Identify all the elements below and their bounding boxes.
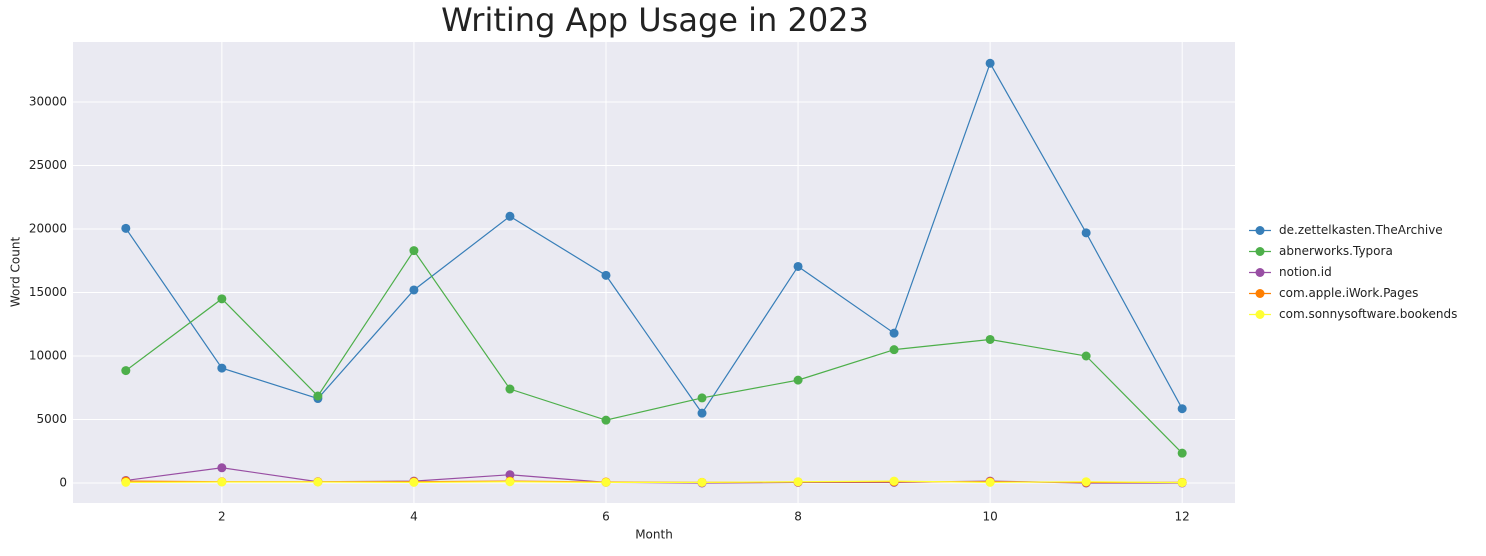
data-point (409, 246, 419, 256)
data-point (697, 477, 707, 487)
data-point (217, 363, 227, 373)
y-tick-label: 30000 (29, 95, 67, 109)
data-point (121, 366, 131, 376)
data-point (1081, 351, 1091, 361)
data-point (601, 477, 611, 487)
legend-marker (1255, 289, 1265, 298)
data-point (409, 285, 419, 295)
data-point (505, 470, 515, 480)
data-point (601, 415, 611, 425)
data-point (1177, 404, 1187, 414)
data-point (1081, 228, 1091, 238)
x-tick-label: 8 (794, 510, 802, 524)
x-tick-label: 6 (602, 510, 610, 524)
data-point (505, 477, 515, 487)
x-tick-label: 10 (982, 510, 997, 524)
x-tick-label: 2 (218, 510, 226, 524)
legend-label: com.sonnysoftware.bookends (1279, 307, 1457, 321)
series-line (125, 480, 1183, 484)
data-point (217, 463, 227, 473)
y-axis-label: Word Count (9, 237, 23, 308)
legend-marker (1255, 310, 1265, 319)
plot-area (73, 42, 1235, 503)
data-point (217, 477, 227, 487)
x-tick-label: 4 (410, 510, 418, 524)
data-point (121, 223, 131, 233)
data-point (889, 476, 899, 486)
y-tick-label: 5000 (36, 412, 67, 426)
data-point (313, 477, 323, 487)
data-point (793, 261, 803, 271)
data-point (889, 328, 899, 338)
legend-label: de.zettelkasten.TheArchive (1279, 223, 1443, 237)
data-point (409, 477, 419, 487)
data-point (505, 211, 515, 221)
data-point (1081, 477, 1091, 487)
data-point (505, 384, 515, 394)
data-point (217, 294, 227, 304)
data-point (793, 477, 803, 487)
data-point (601, 270, 611, 280)
data-point (697, 393, 707, 403)
legend-label: abnerworks.Typora (1279, 244, 1393, 258)
data-point (889, 345, 899, 355)
data-point (1177, 478, 1187, 488)
data-point (697, 408, 707, 418)
y-tick-label: 15000 (29, 285, 67, 299)
data-point (985, 477, 995, 487)
legend-marker (1255, 268, 1265, 277)
series-line (125, 61, 1183, 415)
y-tick-label: 20000 (29, 222, 67, 236)
legend-marker (1255, 247, 1265, 256)
chart-title: Writing App Usage in 2023 (441, 1, 869, 39)
data-point (793, 375, 803, 385)
data-point (985, 334, 995, 344)
y-tick-label: 0 (59, 475, 67, 489)
series-line (125, 249, 1183, 454)
data-point (121, 477, 131, 487)
x-tick-label: 12 (1175, 510, 1190, 524)
legend-label: com.apple.iWork.Pages (1279, 286, 1418, 300)
data-point (985, 58, 995, 68)
data-point (1177, 448, 1187, 458)
y-tick-label: 10000 (29, 349, 67, 363)
legend-marker (1255, 226, 1265, 235)
y-tick-label: 25000 (29, 158, 67, 172)
data-point (313, 391, 323, 401)
legend-label: notion.id (1279, 265, 1332, 279)
x-axis-label: Month (635, 528, 673, 542)
